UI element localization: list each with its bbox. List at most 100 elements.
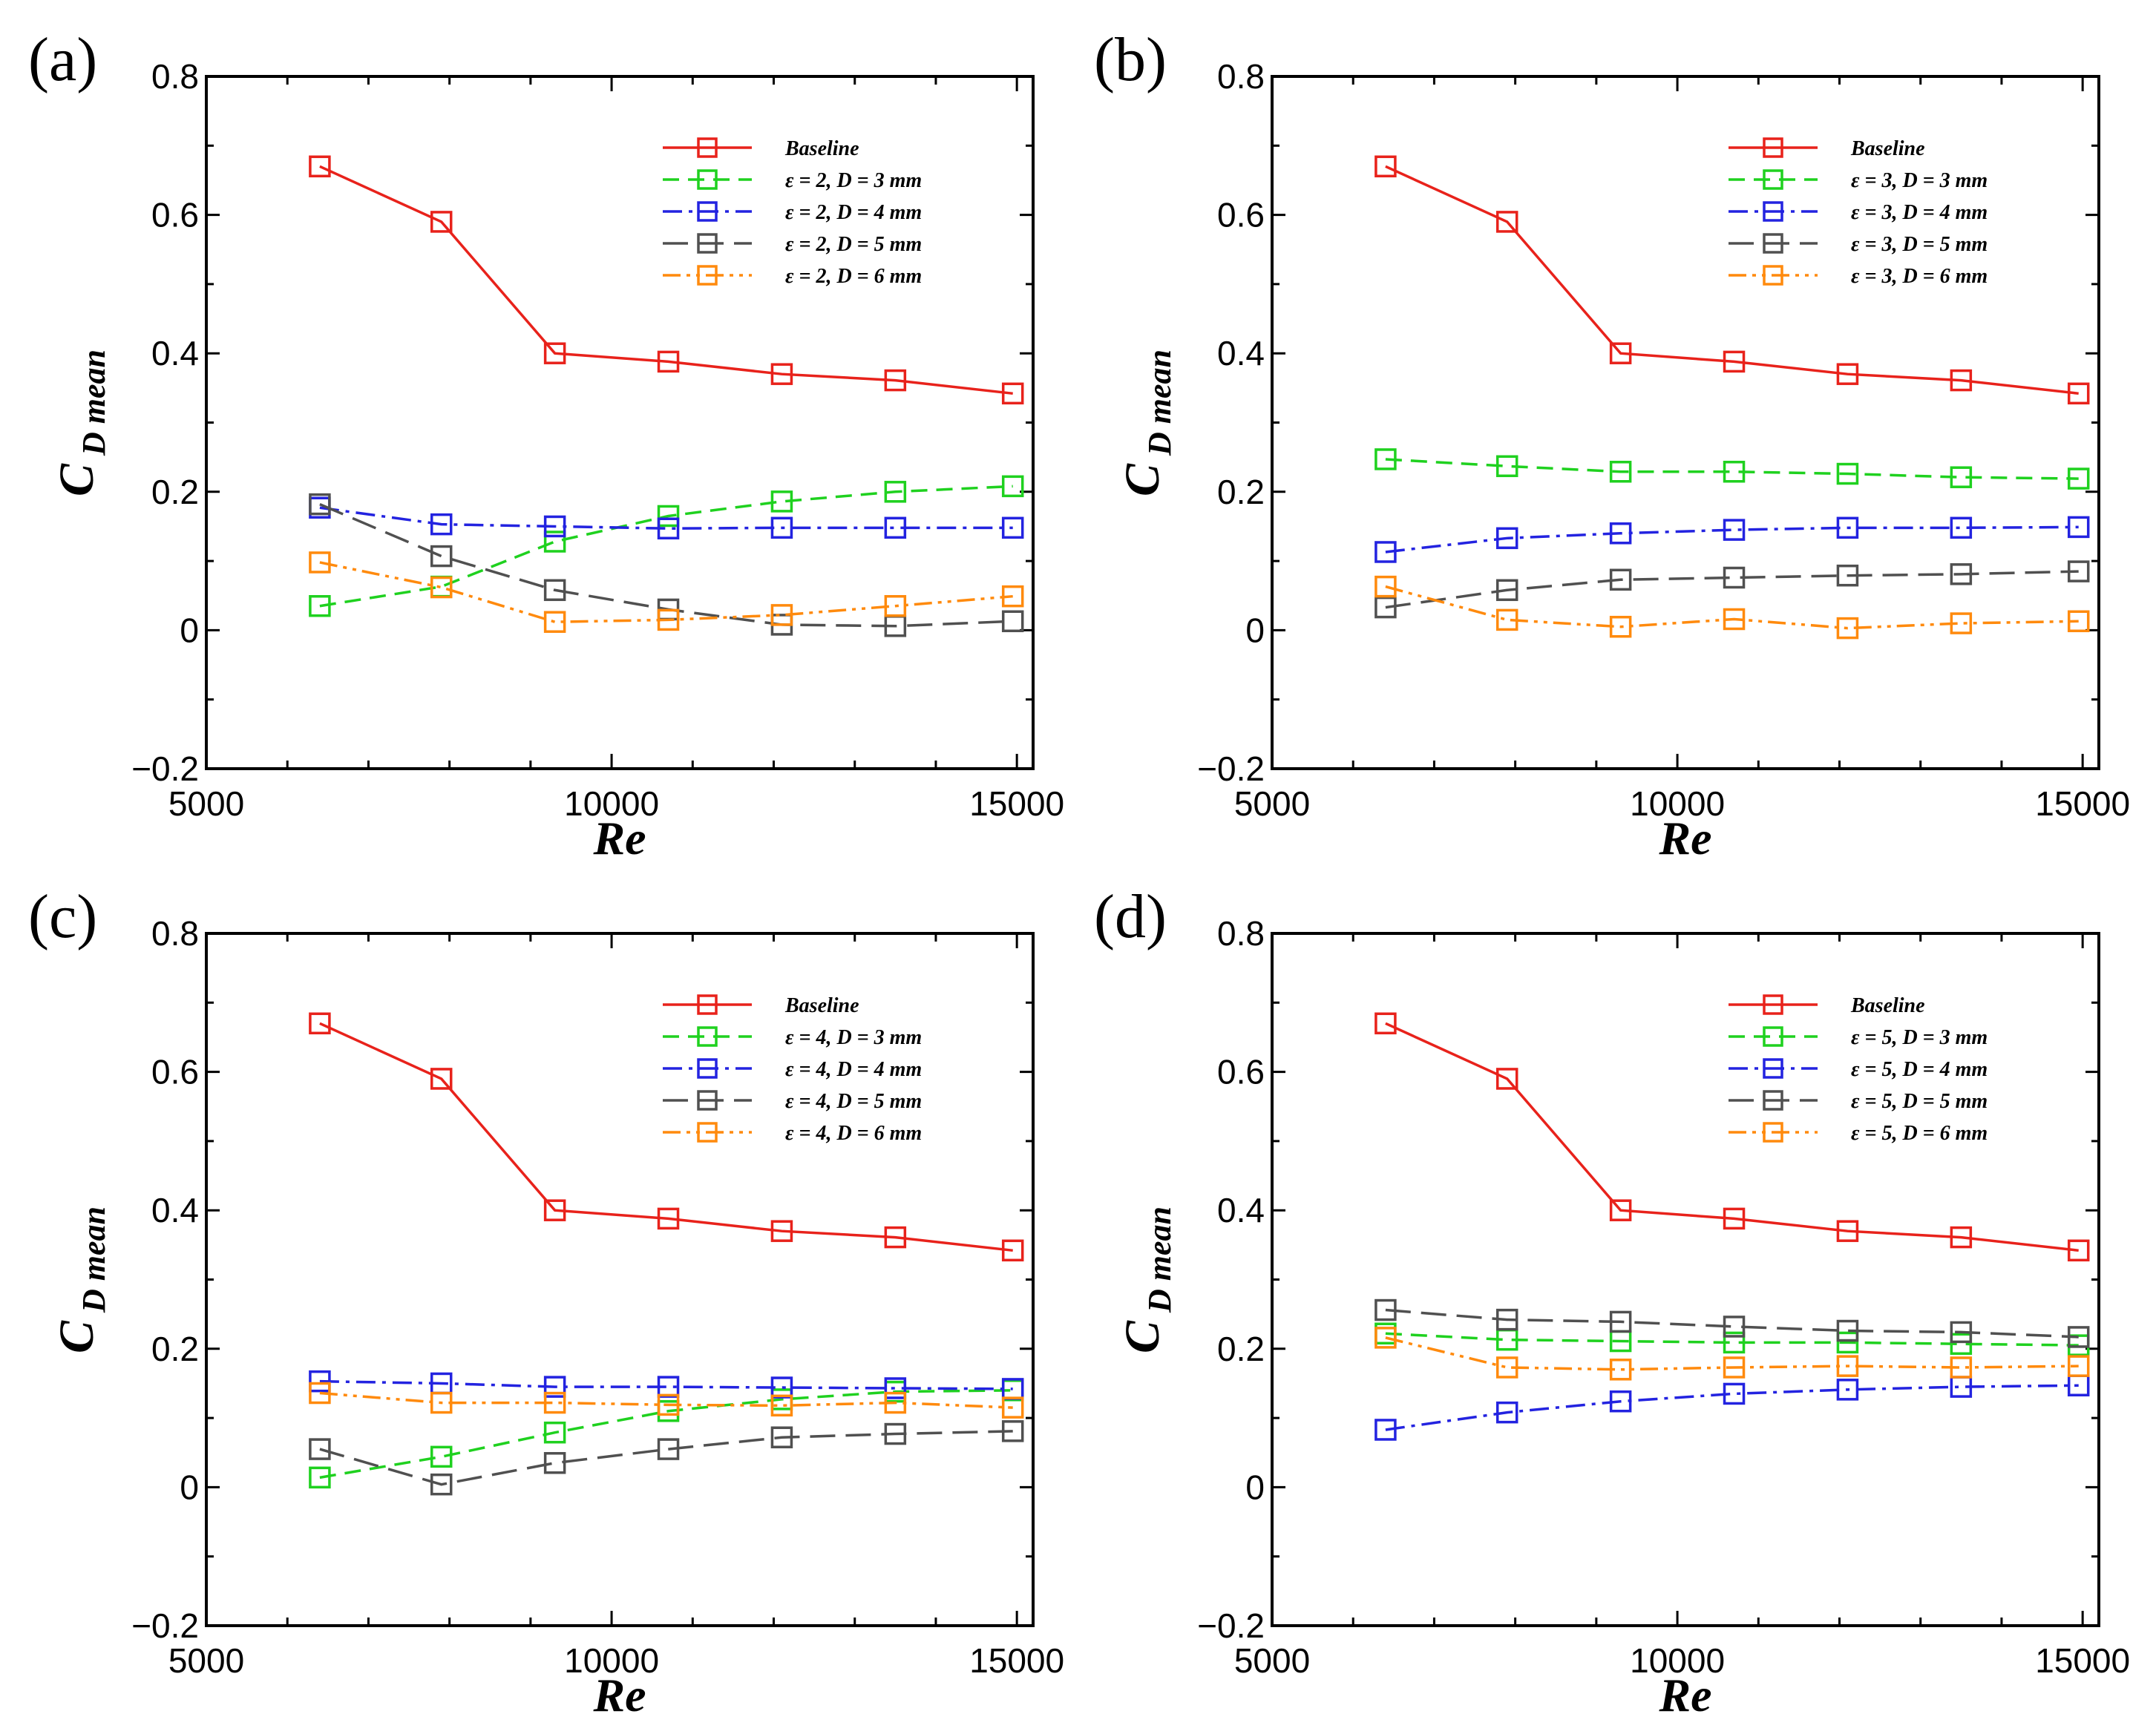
data-point-series-2 <box>543 1421 566 1444</box>
legend-marker <box>697 201 718 222</box>
legend-marker <box>697 137 718 158</box>
data-point-series-4 <box>1495 579 1518 602</box>
plot-frame <box>205 75 1035 770</box>
data-point-series-1 <box>1609 1199 1632 1221</box>
data-point-series-5 <box>1374 575 1397 598</box>
data-point-series-2 <box>1723 1331 1746 1354</box>
series-line-1 <box>319 165 1013 395</box>
y-tick-label: 0.6 <box>151 196 199 234</box>
y-axis-title: C D mean <box>1115 1206 1178 1353</box>
data-point-series-4 <box>430 1473 453 1496</box>
panel-label: (d) <box>1094 882 1167 951</box>
data-point-series-1 <box>1836 363 1859 385</box>
y-tick-label: 0 <box>1245 1468 1265 1506</box>
data-point-series-5 <box>657 608 680 631</box>
data-point-series-5 <box>1723 608 1746 631</box>
data-point-series-4 <box>1001 610 1024 633</box>
panel-1: (a) −0.2 0 0.2 0.4 0.6 0.8 5000 10000 15000 Re C D … <box>28 25 1064 864</box>
legend-label: ε = 5, D = 4 mm <box>1851 1058 1988 1081</box>
data-point-series-4 <box>1495 1308 1518 1331</box>
y-axis-title: C D mean <box>50 1206 112 1353</box>
panel-label: (a) <box>28 25 97 94</box>
y-tick-label: 0.2 <box>151 473 199 511</box>
data-point-series-5 <box>2067 1355 2090 1377</box>
data-point-series-1 <box>543 342 566 364</box>
data-point-series-4 <box>1001 1420 1024 1442</box>
data-point-series-4 <box>1950 1321 1973 1344</box>
data-point-series-3 <box>1723 519 1746 541</box>
data-point-series-1 <box>1495 1068 1518 1090</box>
legend-label: ε = 5, D = 6 mm <box>1851 1122 1988 1145</box>
legend-marker <box>697 994 718 1015</box>
data-point-series-4 <box>1374 1298 1397 1321</box>
y-tick-label: −0.2 <box>1197 749 1265 788</box>
legend-marker <box>697 265 718 286</box>
y-tick-label: 0.2 <box>1217 1330 1265 1368</box>
series-line-1 <box>1385 165 2079 395</box>
series-line-4 <box>319 502 1013 628</box>
data-point-series-5 <box>770 604 793 626</box>
data-point-series-1 <box>770 363 793 385</box>
x-tick-label: 15000 <box>969 1641 1064 1680</box>
data-point-series-2 <box>884 481 907 503</box>
data-point-series-3 <box>1836 516 1859 539</box>
series-line-3 <box>319 1379 1013 1390</box>
series-line-1 <box>319 1022 1013 1252</box>
data-point-series-5 <box>543 1391 566 1414</box>
y-tick-label: 0 <box>1245 611 1265 649</box>
data-point-series-5 <box>430 1391 453 1414</box>
data-point-series-2 <box>1836 462 1859 485</box>
legend-marker <box>1763 994 1783 1015</box>
data-point-series-5 <box>430 576 453 599</box>
x-axis-title: Re <box>1658 812 1711 864</box>
panel-4: (d) −0.2 0 0.2 0.4 0.6 0.8 5000 10000 15000 Re C D … <box>1094 882 2130 1721</box>
series-line-3 <box>1385 525 2079 554</box>
data-point-series-3 <box>543 1376 566 1398</box>
y-axis-title-sub: D mean <box>76 1206 112 1321</box>
data-point-series-4 <box>309 1438 331 1460</box>
data-point-series-4 <box>657 1438 680 1460</box>
data-point-series-1 <box>543 1199 566 1221</box>
data-point-series-1 <box>1836 1220 1859 1242</box>
series-line-5 <box>319 1391 1013 1409</box>
data-point-series-1 <box>1609 342 1632 364</box>
y-axis-title-main: C <box>50 1320 104 1353</box>
data-point-series-1 <box>770 1220 793 1242</box>
data-point-series-3 <box>1723 1382 1746 1405</box>
y-tick-label: 0.8 <box>151 914 199 953</box>
data-point-series-3 <box>1495 527 1518 550</box>
legend-marker <box>1763 169 1783 190</box>
data-point-series-1 <box>1723 350 1746 373</box>
data-point-series-5 <box>1495 1356 1518 1379</box>
series-line-3 <box>1385 1384 2079 1431</box>
data-point-series-1 <box>657 350 680 373</box>
data-point-series-3 <box>1001 1378 1024 1400</box>
x-tick-label: 10000 <box>1630 1641 1725 1680</box>
y-tick-label: 0.2 <box>1217 473 1265 511</box>
legend-marker <box>697 1026 718 1047</box>
legend-marker <box>1763 1058 1783 1079</box>
panel-label: (c) <box>28 882 97 951</box>
data-point-series-1 <box>1950 369 1973 392</box>
y-tick-label: 0.8 <box>151 57 199 96</box>
data-point-series-4 <box>2067 1326 2090 1348</box>
y-tick-label: −0.2 <box>131 749 199 788</box>
series-line-4 <box>1385 1308 2079 1339</box>
plot-frame <box>1271 932 2100 1627</box>
series-line-2 <box>319 485 1013 608</box>
data-point-series-2 <box>1723 460 1746 483</box>
x-tick-label: 5000 <box>168 1641 244 1680</box>
legend-marker <box>697 169 718 190</box>
series-line-5 <box>1385 1336 2079 1371</box>
data-point-series-1 <box>309 155 331 178</box>
legend-marker <box>1763 1090 1783 1111</box>
legend-marker <box>1763 201 1783 222</box>
series-line-4 <box>319 1430 1013 1486</box>
legend-label: ε = 3, D = 3 mm <box>1851 169 1988 192</box>
x-tick-label: 10000 <box>564 784 659 823</box>
data-point-series-4 <box>309 493 331 516</box>
y-tick-label: 0.2 <box>151 1330 199 1368</box>
data-point-series-3 <box>1609 1390 1632 1413</box>
data-point-series-4 <box>1609 568 1632 591</box>
panel-label: (b) <box>1094 25 1167 94</box>
